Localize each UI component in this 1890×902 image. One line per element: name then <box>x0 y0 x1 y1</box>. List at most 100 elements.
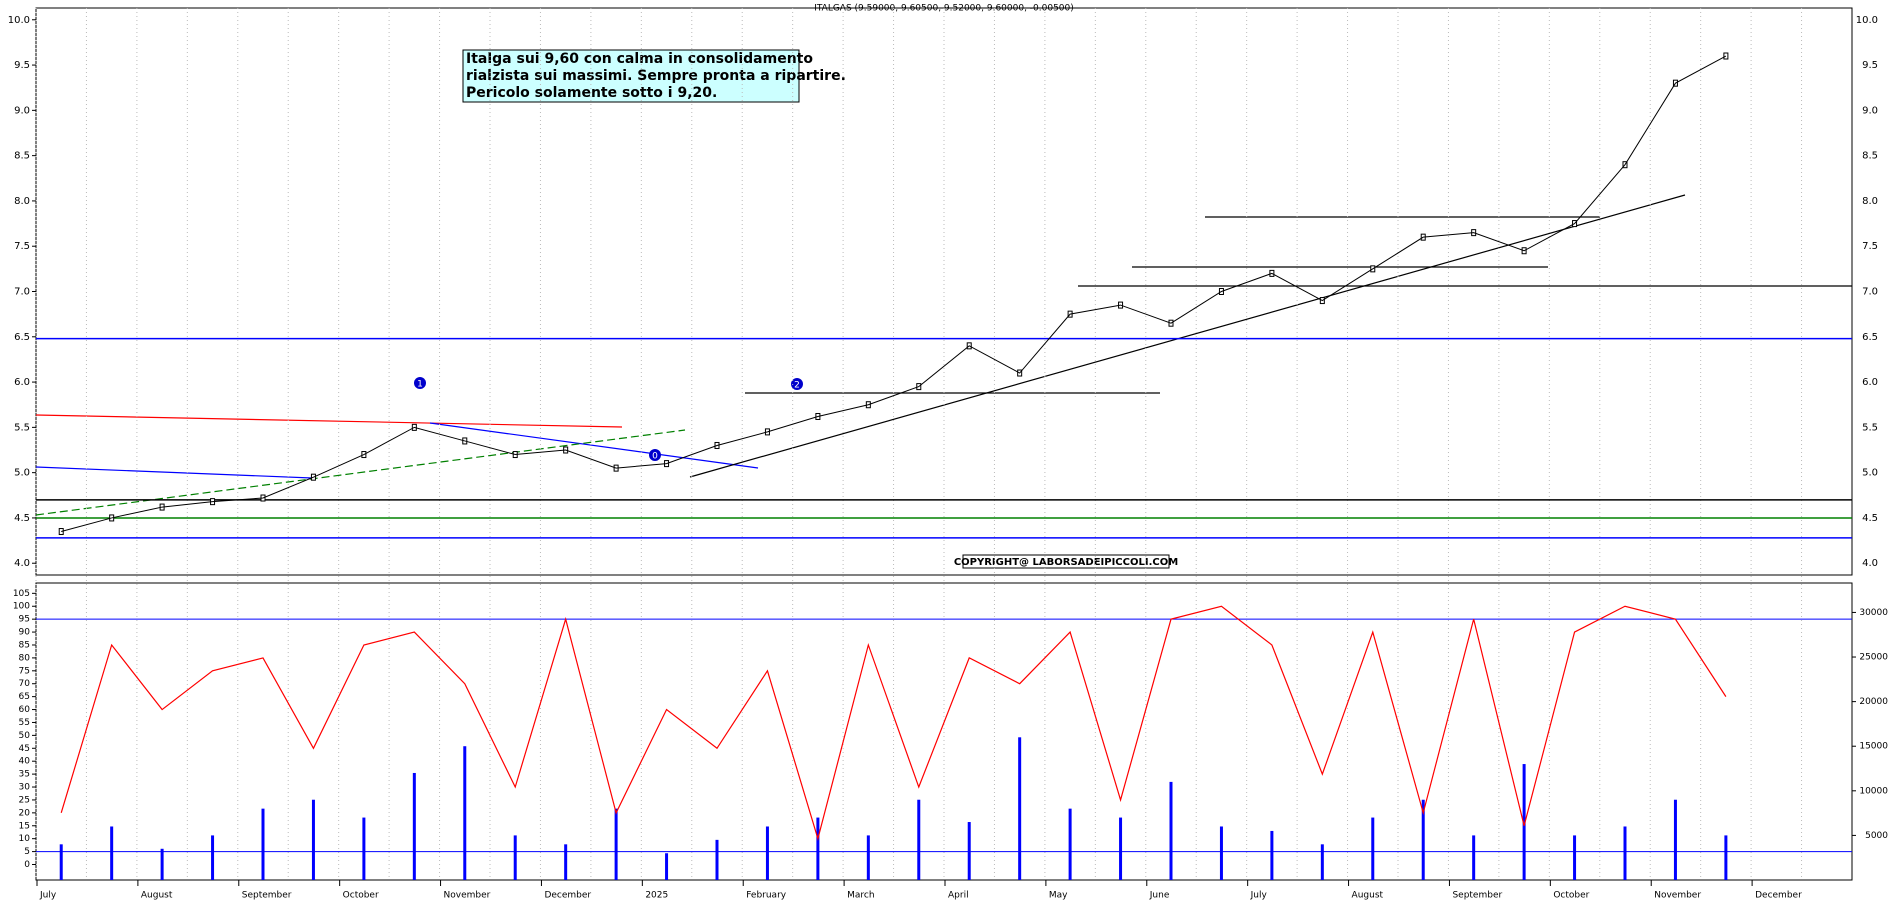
x-tick-label: February <box>746 891 787 901</box>
volume-bar <box>311 799 315 880</box>
x-tick-label: 2025 <box>645 891 668 901</box>
osc-tick-label: 90 <box>19 628 31 638</box>
x-tick-label: July <box>1250 891 1268 901</box>
osc-tick-label: 95 <box>19 615 30 625</box>
osc-tick-label: 0 <box>24 860 30 870</box>
osc-tick-label: 55 <box>19 718 30 728</box>
y-tick-label: 5.0 <box>14 468 30 479</box>
annotation-box <box>462 49 800 103</box>
osc-tick-label: 15 <box>19 821 30 831</box>
oscillator-line <box>60 605 1727 841</box>
volume-bar <box>160 848 164 880</box>
osc-tick-label: 80 <box>19 653 31 663</box>
osc-tick-label: 40 <box>19 757 31 767</box>
volume-bar <box>59 844 63 880</box>
y-tick-label-right: 8.5 <box>1862 151 1878 162</box>
volume-bar <box>1472 835 1476 880</box>
volume-bar <box>362 817 366 880</box>
osc-tick-label: 85 <box>19 640 30 650</box>
y2-tick-label: 20000 <box>1859 697 1888 707</box>
marker-label: 0 <box>652 452 658 462</box>
volume-bar <box>967 822 971 880</box>
marker <box>414 377 426 389</box>
volume-bar <box>917 799 921 880</box>
y2-tick-label: 5000 <box>1865 831 1888 841</box>
volume-bar <box>1421 799 1425 880</box>
annotation: Italga sui 9,60 con calma in consolidame… <box>466 51 813 67</box>
volume-bar <box>1673 799 1677 880</box>
oscillator-frame <box>35 582 1853 881</box>
volume-bar <box>1169 781 1173 880</box>
y-tick-label: 9.0 <box>14 105 30 116</box>
volume-bar <box>412 772 416 880</box>
annotation: Pericolo solamente sotto i 9,20. <box>466 85 717 101</box>
volume-bar <box>1522 764 1526 880</box>
marker-label: 2 <box>794 381 800 391</box>
price-line <box>61 55 1727 533</box>
y-tick-label: 8.0 <box>14 196 30 207</box>
volume-bar <box>866 835 870 880</box>
y-tick-label: 10.0 <box>8 15 30 26</box>
x-tick-label: November <box>1654 891 1701 901</box>
marker <box>649 449 661 461</box>
marker-label: 1 <box>417 380 423 390</box>
y-tick-label: 9.5 <box>14 60 30 71</box>
y-tick-label-right: 4.5 <box>1862 513 1878 524</box>
y-tick-label-right: 10.0 <box>1856 15 1878 26</box>
x-tick-label: August <box>1352 891 1384 901</box>
volume-bar <box>513 835 517 880</box>
volume-bar <box>765 826 769 880</box>
y-tick-label-right: 7.0 <box>1862 287 1878 298</box>
x-tick-label: September <box>242 891 292 901</box>
y-tick-label: 8.5 <box>14 151 30 162</box>
x-tick-label: March <box>847 891 874 901</box>
y-tick-label: 7.5 <box>14 241 30 252</box>
volume-bar <box>665 853 669 880</box>
volume-bar <box>261 808 265 880</box>
x-tick-label: June <box>1149 891 1170 901</box>
y2-tick-label: 25000 <box>1859 653 1888 663</box>
y-tick-label-right: 7.5 <box>1862 241 1878 252</box>
volume-bar <box>1573 835 1577 880</box>
y2-tick-label: 30000 <box>1859 608 1888 618</box>
x-tick-label: May <box>1049 891 1068 901</box>
osc-tick-label: 100 <box>13 602 30 612</box>
volume-bar <box>1219 826 1223 880</box>
price-frame <box>35 7 1853 576</box>
volume-bar <box>614 808 618 880</box>
volume-bar <box>1270 830 1274 880</box>
osc-tick-label: 25 <box>19 795 30 805</box>
x-tick-label: December <box>544 891 591 901</box>
volume-bar <box>110 826 114 880</box>
x-tick-label: July <box>39 891 57 901</box>
trendlines <box>35 194 1852 516</box>
annotation: rialzista sui massimi. Sempre pronta a r… <box>466 68 846 84</box>
volume-bar <box>1724 835 1728 880</box>
y-tick-label-right: 6.0 <box>1862 377 1878 388</box>
osc-tick-label: 50 <box>19 731 31 741</box>
x-tick-label: September <box>1452 891 1502 901</box>
x-tick-label: April <box>948 891 969 901</box>
osc-tick-label: 35 <box>19 770 30 780</box>
y-tick-label-right: 4.0 <box>1862 558 1878 569</box>
y2-tick-label: 10000 <box>1859 786 1888 796</box>
volume-bar <box>816 817 820 880</box>
y-tick-label-right: 5.5 <box>1862 422 1878 433</box>
volume-bar <box>1320 844 1324 880</box>
volume-bar <box>1119 817 1123 880</box>
x-tick-label: October <box>1553 891 1589 901</box>
y-tick-label: 6.5 <box>14 332 30 343</box>
x-tick-label: November <box>444 891 491 901</box>
volume-bar <box>564 844 568 880</box>
osc-tick-label: 75 <box>19 666 30 676</box>
x-tick-label: August <box>141 891 173 901</box>
copyright-box <box>962 554 1170 569</box>
volume-bar <box>715 839 719 880</box>
y-tick-label-right: 6.5 <box>1862 332 1878 343</box>
y-tick-label: 4.0 <box>14 558 30 569</box>
volume-bar <box>211 835 215 880</box>
y-tick-label: 4.5 <box>14 513 30 524</box>
osc-tick-label: 60 <box>19 705 31 715</box>
